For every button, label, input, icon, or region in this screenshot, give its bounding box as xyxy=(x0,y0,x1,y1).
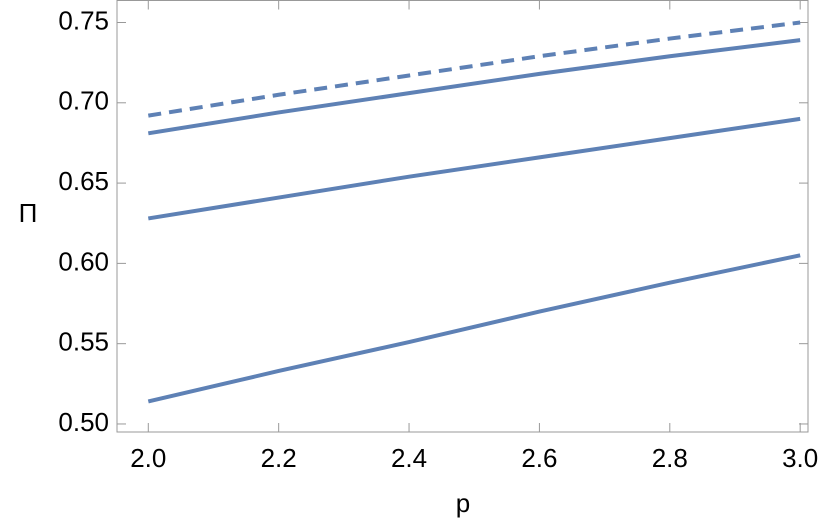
x-tick-label: 2.8 xyxy=(652,443,688,473)
line-series xyxy=(147,253,801,404)
x-tick-label: 2.6 xyxy=(521,443,557,473)
x-tick-label: 2.2 xyxy=(261,443,297,473)
y-tick-label: 0.70 xyxy=(58,86,109,116)
y-tick-label: 0.75 xyxy=(58,5,109,35)
x-tick-label: 3.0 xyxy=(782,443,818,473)
y-tick-label: 0.65 xyxy=(58,166,109,196)
line-series xyxy=(147,38,801,136)
y-axis-label: Π xyxy=(19,198,38,228)
y-tick-label: 0.60 xyxy=(58,246,109,276)
plot-frame xyxy=(116,0,809,433)
x-tick-label: 2.4 xyxy=(391,443,427,473)
x-axis-label: p xyxy=(456,488,470,518)
x-tick-label: 2.0 xyxy=(130,443,166,473)
line-series xyxy=(147,116,801,221)
y-tick-label: 0.50 xyxy=(58,407,109,437)
line-series xyxy=(147,20,801,118)
y-tick-label: 0.55 xyxy=(58,327,109,357)
